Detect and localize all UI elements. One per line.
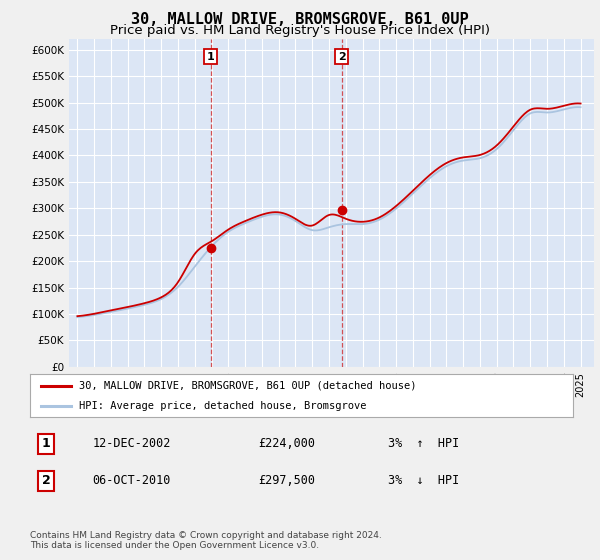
Text: 2: 2: [42, 474, 50, 487]
Text: £224,000: £224,000: [258, 437, 315, 450]
Text: 1: 1: [42, 437, 50, 450]
Text: Contains HM Land Registry data © Crown copyright and database right 2024.
This d: Contains HM Land Registry data © Crown c…: [30, 531, 382, 550]
Text: 30, MALLOW DRIVE, BROMSGROVE, B61 0UP: 30, MALLOW DRIVE, BROMSGROVE, B61 0UP: [131, 12, 469, 27]
Text: 30, MALLOW DRIVE, BROMSGROVE, B61 0UP (detached house): 30, MALLOW DRIVE, BROMSGROVE, B61 0UP (d…: [79, 381, 416, 391]
Text: £297,500: £297,500: [258, 474, 315, 487]
Text: 3%  ↑  HPI: 3% ↑ HPI: [388, 437, 460, 450]
Text: 1: 1: [207, 52, 215, 62]
Text: HPI: Average price, detached house, Bromsgrove: HPI: Average price, detached house, Brom…: [79, 402, 367, 411]
Text: 06-OCT-2010: 06-OCT-2010: [92, 474, 171, 487]
Text: Price paid vs. HM Land Registry's House Price Index (HPI): Price paid vs. HM Land Registry's House …: [110, 24, 490, 37]
Text: 2: 2: [338, 52, 346, 62]
Text: 3%  ↓  HPI: 3% ↓ HPI: [388, 474, 460, 487]
Text: 12-DEC-2002: 12-DEC-2002: [92, 437, 171, 450]
